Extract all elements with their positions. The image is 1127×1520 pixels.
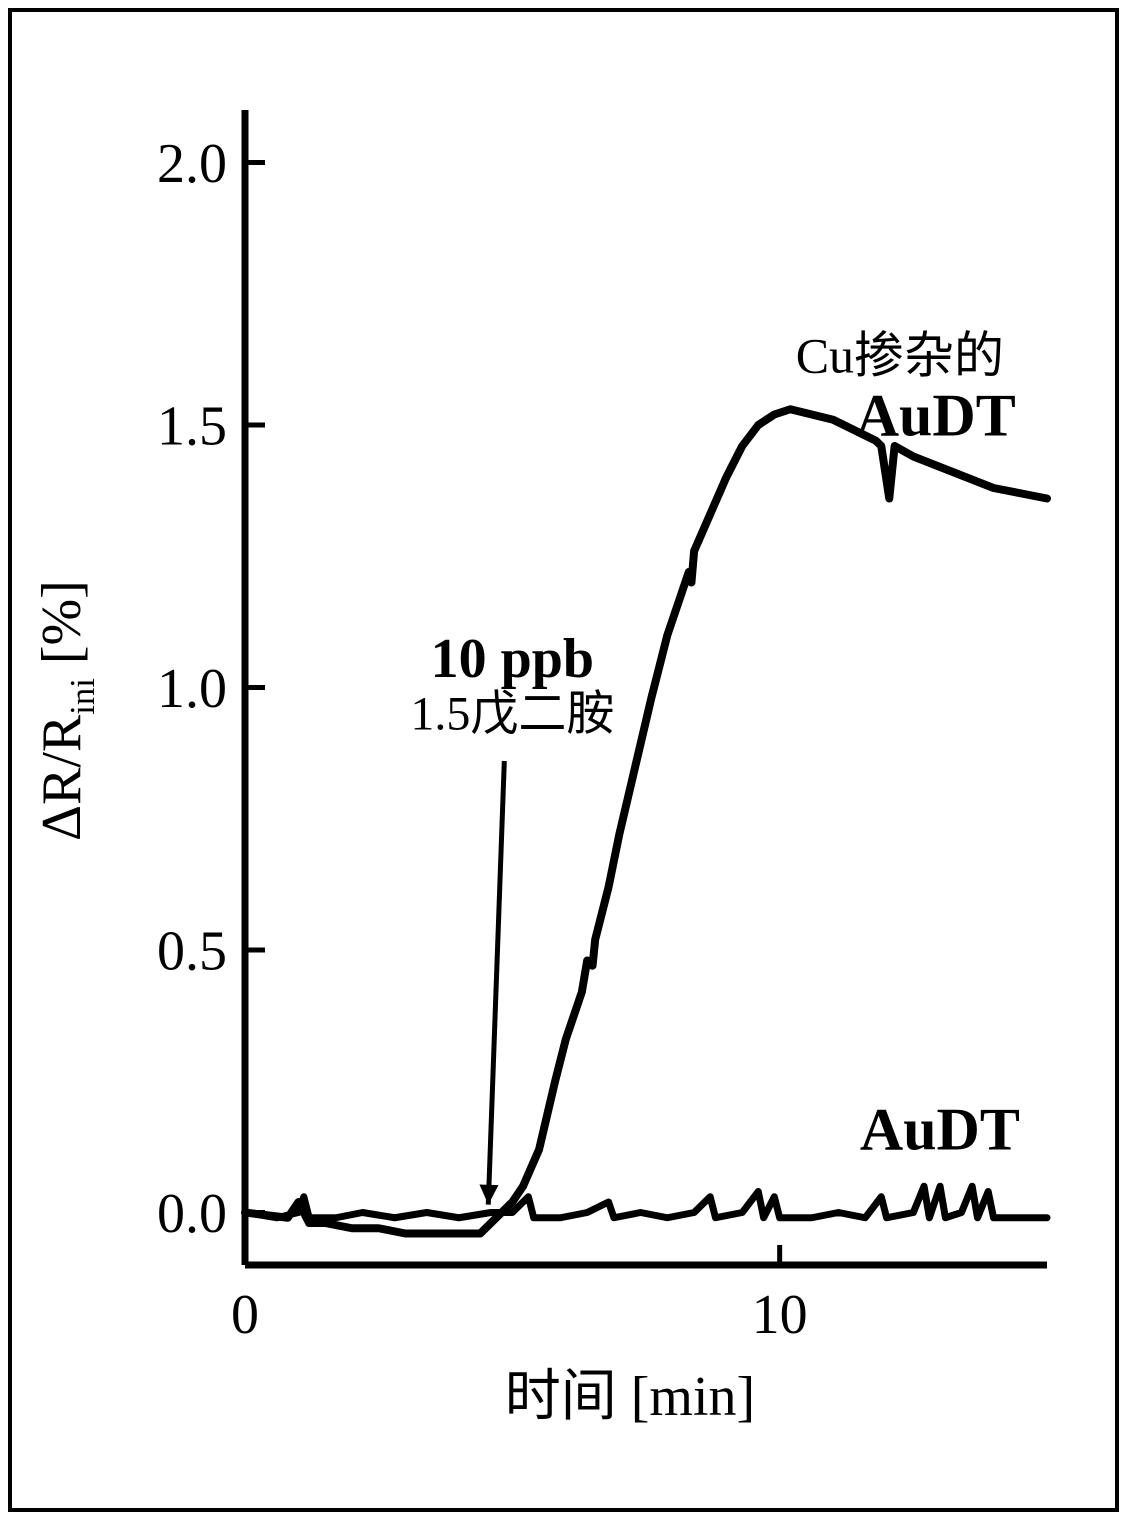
y-tick-label: 1.5 [157, 396, 227, 458]
annotation-line2: 1.5戊二胺 [410, 688, 614, 741]
x-tick-label: 0 [231, 1284, 259, 1346]
series-label-cu-doped: Cu掺杂的 [796, 328, 1004, 384]
y-tick-label: 0.0 [157, 1183, 227, 1245]
x-tick-label: 10 [752, 1284, 808, 1346]
y-tick-label: 1.0 [157, 658, 227, 720]
x-axis-label: 时间 [min] [505, 1366, 755, 1428]
chart-container: 0.0 0.5 1.0 1.5 2.0 0 10 时间 [min] ΔR/Rini [%] Cu掺… [0, 0, 1127, 1520]
y-axis-label: ΔR/Rini [%] [31, 580, 102, 841]
line-chart: 0.0 0.5 1.0 1.5 2.0 0 10 时间 [min] ΔR/Rini [%] Cu掺… [0, 0, 1127, 1520]
y-tick-label: 0.5 [157, 921, 227, 983]
y-tick-label: 2.0 [157, 133, 227, 195]
annotation-arrow-head [479, 1184, 498, 1204]
annotation-line1: 10 ppb [431, 628, 594, 690]
series-audt [245, 1186, 1047, 1218]
annotation-arrow-line [488, 761, 504, 1205]
series-label-audt: AuDT [860, 1097, 1020, 1163]
series-label-audt-doped: AuDT [856, 383, 1016, 449]
